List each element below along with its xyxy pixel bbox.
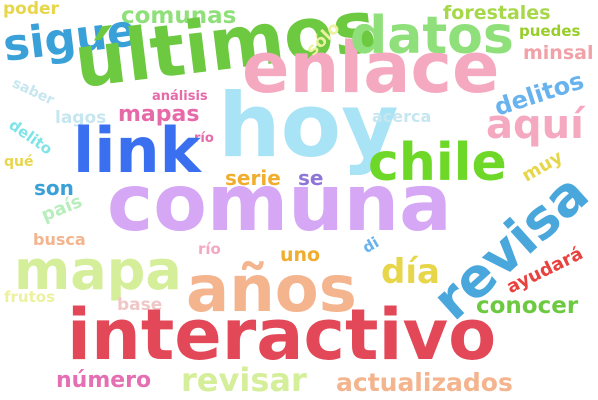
word-datos: datos — [350, 6, 514, 66]
word-numero: número — [56, 368, 152, 393]
word-mapas: mapas — [118, 102, 200, 127]
word-delito: delito — [5, 115, 56, 159]
word-analisis: análisis — [152, 89, 208, 104]
word-que: qué — [4, 154, 34, 170]
word-comuna: comuna — [107, 159, 452, 249]
word-lagos: lagos — [55, 108, 107, 128]
word-puedes: puedes — [519, 22, 581, 40]
word-rio-top: río — [194, 131, 214, 146]
word-hoy: hoy — [218, 74, 399, 177]
word-serie: serie — [225, 166, 281, 190]
word-actualizados: actualizados — [336, 368, 513, 397]
word-mapa: mapa — [14, 239, 182, 302]
word-anos: años — [186, 253, 357, 327]
word-conocer: conocer — [476, 293, 579, 319]
word-base: base — [117, 295, 163, 315]
word-uno: uno — [280, 244, 321, 266]
word-acerca: acerca — [372, 107, 432, 126]
word-link: link — [73, 114, 201, 187]
word-rio-mid: río — [198, 240, 221, 258]
word-se: se — [298, 166, 324, 190]
word-comunas: comunas — [121, 3, 237, 29]
word-minsal: minsal — [523, 42, 594, 64]
word-chile: chile — [368, 133, 507, 193]
word-saber: saber — [9, 75, 57, 109]
word-interactivo: interactivo — [67, 294, 497, 376]
word-poder: poder — [3, 0, 59, 19]
word-frutos: frutos — [4, 288, 56, 306]
word-busca: busca — [33, 230, 86, 249]
word-son: son — [34, 176, 74, 200]
word-revisar: revisar — [181, 361, 307, 399]
word-aqui: aquí — [486, 102, 584, 148]
word-enlace: enlace — [242, 27, 500, 109]
word-forestales: forestales — [443, 2, 551, 24]
word-dia: día — [381, 252, 440, 292]
